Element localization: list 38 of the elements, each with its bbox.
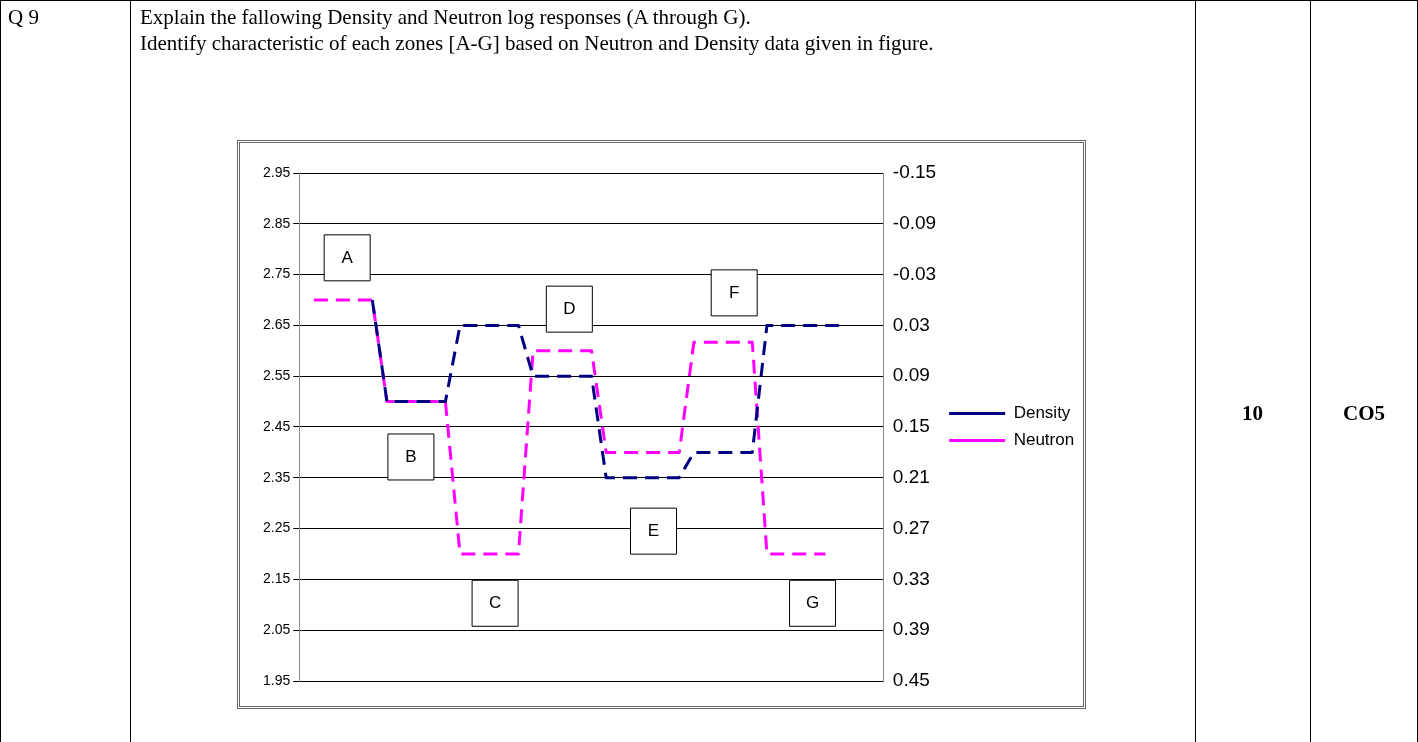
- y2-tick-label: 0.21: [892, 466, 930, 488]
- y-tick-label: 2.95: [263, 163, 291, 180]
- y2-tick-label: 0.15: [892, 415, 930, 437]
- annotation: A: [341, 247, 354, 267]
- annotation: B: [405, 446, 417, 466]
- legend-label: Neutron: [1013, 430, 1075, 450]
- line-series: [370, 298, 842, 480]
- annotation: C: [488, 592, 502, 612]
- y-tick-label: 2.05: [263, 621, 291, 638]
- chart-subtitle: Identify characteristic of each zones [A-G] based on Neutron and Density data given in figure.: [140, 30, 935, 56]
- y-tick-label: 2.85: [263, 214, 291, 231]
- annotation: F: [729, 282, 740, 302]
- y-tick-label: 2.45: [263, 417, 291, 434]
- y-tick-label: 2.35: [263, 468, 291, 485]
- legend-label: Density: [1013, 403, 1071, 423]
- y2-tick-label: 0.33: [892, 567, 930, 589]
- y-tick-label: 2.55: [263, 367, 291, 384]
- y-tick-label: 1.95: [263, 671, 291, 688]
- y2-tick-label: -0.15: [892, 161, 937, 183]
- annotation: E: [647, 520, 660, 540]
- text: CO5: [1342, 400, 1386, 426]
- chart-title: Explain the fallowing Density and Neutron log responses (A through G).: [140, 4, 752, 30]
- y2-tick-label: 0.45: [892, 669, 930, 691]
- y2-tick-label: 0.39: [892, 618, 930, 640]
- line-series: [312, 298, 827, 556]
- y-tick-label: 2.15: [263, 570, 291, 587]
- text: Q 9: [8, 4, 39, 30]
- y2-tick-label: 0.27: [892, 516, 930, 538]
- annotation: G: [805, 592, 820, 612]
- y2-tick-label: 0.03: [892, 313, 930, 335]
- y2-tick-label: 0.09: [892, 364, 930, 386]
- y2-tick-label: -0.03: [892, 262, 937, 284]
- annotation: D: [563, 298, 576, 318]
- y-tick-label: 2.65: [263, 316, 291, 333]
- y-tick-label: 2.25: [263, 519, 291, 536]
- y-tick-label: 2.75: [263, 265, 291, 282]
- text: 10: [1241, 400, 1264, 426]
- y2-tick-label: -0.09: [892, 212, 937, 234]
